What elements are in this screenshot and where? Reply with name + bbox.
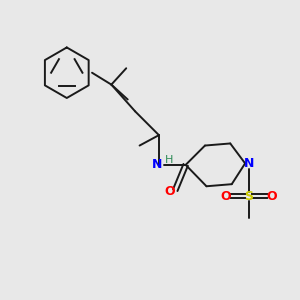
Text: N: N <box>152 158 162 171</box>
Text: O: O <box>220 190 231 202</box>
Text: S: S <box>244 190 253 202</box>
Text: O: O <box>266 190 277 202</box>
Text: N: N <box>244 157 254 170</box>
Text: H: H <box>164 154 173 164</box>
Text: O: O <box>164 185 175 198</box>
